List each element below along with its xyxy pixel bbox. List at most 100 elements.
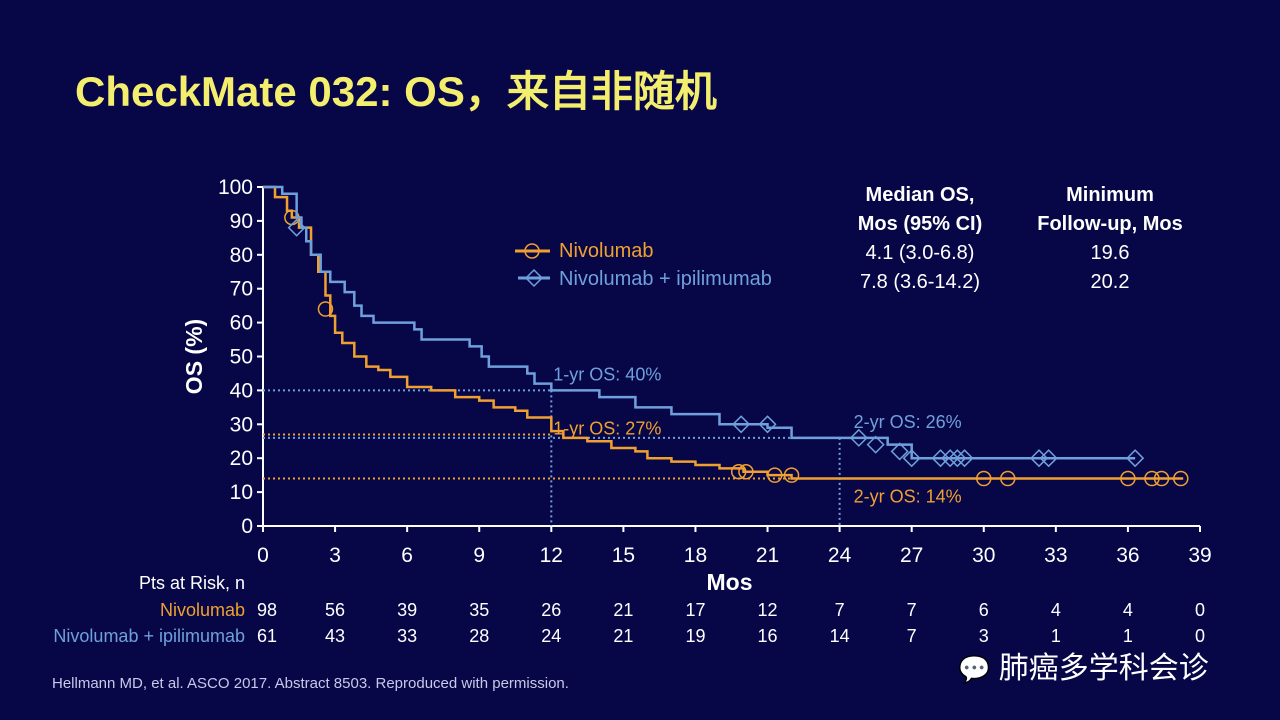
censor-mark-combo [1039,449,1058,468]
risk-cell: 21 [613,626,634,646]
y-tick-label: 40 [230,379,253,402]
annotation-1: 1-yr OS: 27% [553,418,661,438]
risk-cell: 6 [978,600,989,620]
risk-cell: 1 [1050,626,1061,646]
risk-label: Pts at Risk, n [138,573,245,593]
footnote: Hellmann MD, et al. ASCO 2017. Abstract … [52,675,569,692]
risk-cell: 7 [834,600,845,620]
risk-cell: 14 [829,626,850,646]
censor-mark-combo [955,449,974,468]
censor-mark-combo [890,442,909,461]
risk-cell: 39 [397,600,418,620]
x-tick-label: 9 [473,544,485,567]
censor-mark-nivo [730,464,747,480]
risk-cell: 7 [906,600,917,620]
risk-cell: 19 [685,626,706,646]
censor-mark-combo [948,449,967,468]
watermark-text: 肺癌多学科会诊 [998,652,1209,685]
risk-cell: 4 [1122,600,1133,620]
risk-name-combo: Nivolumab + ipilimumab [53,626,245,646]
legend-marker-combo [524,268,544,288]
legend-marker-nivo [524,243,540,259]
risk-cell: 7 [906,626,917,646]
risk-cell: 0 [1194,626,1205,646]
y-tick-label: 60 [230,312,253,335]
x-tick-label: 27 [900,544,923,567]
x-tick-label: 3 [329,544,341,567]
x-axis-label: Mos [707,569,753,595]
annotation-3: 2-yr OS: 14% [854,487,962,507]
risk-cell: 61 [256,626,278,646]
censor-mark-nivo [783,467,800,483]
risk-cell: 33 [397,626,418,646]
censor-mark-nivo [766,467,783,483]
risk-cell: 28 [469,626,490,646]
x-tick-label: 21 [756,544,779,567]
median-nivo: 4.1 (3.0-6.8) [865,242,975,264]
x-tick-label: 39 [1188,544,1211,567]
x-tick-label: 6 [401,544,413,567]
followup-header-1: Minimum [1066,184,1154,206]
censor-mark-nivo [1120,470,1136,487]
x-tick-label: 30 [972,544,995,567]
censor-mark-combo [866,435,885,454]
risk-cell: 43 [325,626,346,646]
risk-cell: 12 [757,600,778,620]
risk-cell: 35 [469,600,490,620]
y-tick-label: 30 [230,413,253,436]
censor-mark-nivo [1000,470,1016,487]
censor-mark-nivo [317,301,334,317]
censor-mark-combo [941,449,960,468]
median-header-2: Mos (95% CI) [857,213,983,235]
censor-mark-nivo [976,470,992,487]
y-tick-label: 90 [230,210,253,233]
median-combo: 7.8 (3.6-14.2) [859,271,981,293]
censor-mark-combo [849,428,868,447]
risk-cell: 16 [757,626,778,646]
y-tick-label: 50 [230,346,253,369]
y-tick-label: 100 [218,176,253,199]
risk-cell: 56 [325,600,346,620]
annotation-2: 2-yr OS: 26% [854,412,962,432]
x-tick-label: 15 [612,544,635,567]
risk-name-nivo: Nivolumab [159,600,245,620]
x-tick-label: 18 [684,544,707,567]
risk-cell: 26 [541,600,562,620]
followup-nivo: 19.6 [1090,242,1130,264]
followup-header-2: Follow-up, Mos [1037,213,1183,235]
risk-cell: 21 [613,600,634,620]
watermark: 💬 肺癌多学科会诊 [958,643,1209,687]
wechat-icon: 💬 [958,654,991,684]
risk-cell: 0 [1194,600,1205,620]
y-tick-label: 10 [230,481,253,504]
km-curve-nivo [263,185,1184,480]
km-curve-combo [263,185,1136,460]
y-tick-label: 70 [230,278,253,301]
slide-title: CheckMate 032: OS，来自非随机 [75,68,717,115]
censor-mark-combo [902,449,921,468]
risk-cell: 3 [978,626,989,646]
censor-mark-nivo [1144,470,1160,487]
y-axis-label: OS (%) [181,319,207,394]
risk-cell: 24 [541,626,562,646]
risk-cell: 1 [1122,626,1133,646]
legend-combo: Nivolumab + ipilimumab [559,268,772,290]
legend-nivo: Nivolumab [559,240,654,262]
x-tick-label: 24 [828,544,852,567]
x-tick-label: 36 [1116,544,1139,567]
x-tick-label: 0 [257,544,269,567]
y-tick-label: 0 [241,515,253,538]
x-tick-label: 12 [540,544,563,567]
risk-cell: 98 [256,600,278,620]
median-header-1: Median OS, [865,184,975,206]
risk-cell: 4 [1050,600,1061,620]
censor-mark-nivo [1173,470,1189,487]
annotation-0: 1-yr OS: 40% [553,364,661,384]
censor-mark-combo [1126,449,1145,468]
censor-mark-nivo [1153,470,1170,487]
y-tick-label: 80 [230,244,253,267]
censor-mark-combo [287,218,306,237]
y-tick-label: 20 [230,447,253,470]
censor-mark-combo [758,415,777,434]
